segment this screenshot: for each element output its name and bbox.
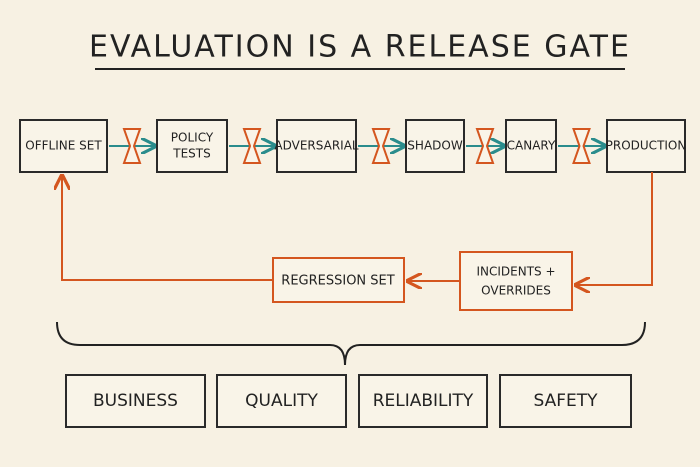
stage-box <box>156 119 228 173</box>
gate <box>122 128 142 164</box>
dimension-label: RELIABILITY <box>373 391 474 411</box>
gate <box>371 128 391 164</box>
regression-box <box>272 257 405 303</box>
stage-box <box>19 119 108 173</box>
stage-box <box>405 119 465 173</box>
stage-label: PRODUCTION <box>606 139 687 153</box>
pipeline: OFFLINE SET POLICY TESTS ADVERSARIAL SHADOW C… <box>19 119 687 173</box>
gate <box>475 128 495 164</box>
dimension-box <box>358 374 488 428</box>
stage-box <box>606 119 686 173</box>
dimension-box <box>65 374 206 428</box>
stage-label: CANARY <box>507 139 556 153</box>
loop-arrow <box>62 176 273 281</box>
dimension-label: QUALITY <box>245 391 318 411</box>
stage-label: ADVERSARIAL <box>274 139 359 153</box>
stage-label: POLICY <box>171 131 214 145</box>
dimensions: BUSINESS QUALITY RELIABILITY SAFETY <box>65 374 632 428</box>
gate <box>572 128 591 164</box>
stage-label: TESTS <box>172 147 210 161</box>
stage-box <box>505 119 557 173</box>
node-label: REGRESSION SET <box>281 274 394 289</box>
title: EVALUATION IS A RELEASE GATE <box>89 30 631 65</box>
node-label: INCIDENTS + <box>476 265 555 279</box>
dimension-label: BUSINESS <box>93 391 178 411</box>
stage-label: SHADOW <box>407 139 463 153</box>
incidents-box <box>459 251 573 311</box>
stage-box <box>276 119 357 173</box>
brace <box>56 321 646 366</box>
dimension-box <box>499 374 632 428</box>
node-label: OVERRIDES <box>481 284 551 298</box>
dimension-label: SAFETY <box>533 391 598 411</box>
stage-label: OFFLINE SET <box>25 139 102 153</box>
gate <box>242 128 262 164</box>
loop-arrow <box>576 172 653 285</box>
dimension-box <box>216 374 347 428</box>
